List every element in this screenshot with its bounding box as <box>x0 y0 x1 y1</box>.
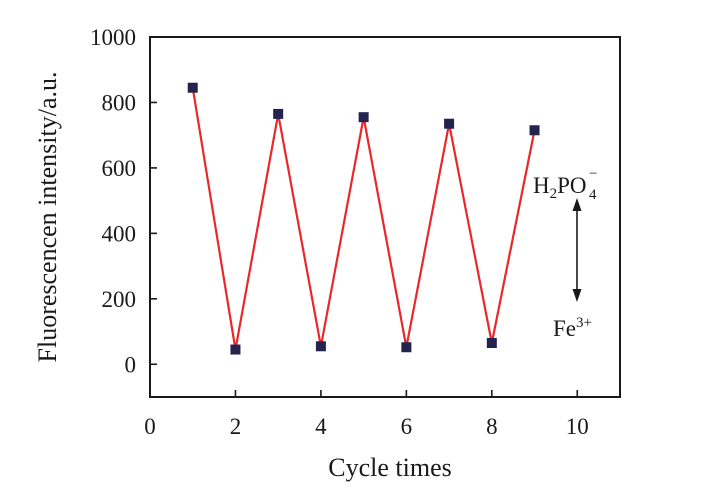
data-point <box>187 82 198 93</box>
y-axis-title: Fluorescencen intensity/a.u. <box>33 72 62 363</box>
data-point <box>230 344 241 355</box>
data-point <box>315 341 326 352</box>
double-arrow <box>572 198 582 302</box>
x-axis-title: Cycle times <box>328 453 451 482</box>
data-point <box>444 118 455 129</box>
x-tick-label: 4 <box>315 414 327 439</box>
annotation-fe-text: Fe3+ <box>553 315 592 341</box>
annotation-fe-base: Fe <box>553 316 576 341</box>
annotation-po-base: PO <box>557 173 586 198</box>
x-tick-label: 2 <box>230 414 242 439</box>
x-tick-label: 0 <box>144 414 156 439</box>
y-axis: 0 200 400 600 800 1000 <box>90 25 157 377</box>
x-axis: 0 2 4 6 8 10 <box>144 390 589 439</box>
double-arrow-head-down <box>572 289 582 302</box>
annotation-fe3: Fe3+ <box>553 315 592 341</box>
y-tick-label: 200 <box>102 287 137 312</box>
data-point <box>358 112 369 123</box>
series-points-group <box>187 82 540 355</box>
y-tick-label: 1000 <box>90 25 136 50</box>
annotation-fe-sup: 3+ <box>576 315 592 331</box>
plot-area-border <box>149 36 621 398</box>
annotation-po4-sup: − <box>589 166 597 182</box>
series-line-group <box>191 87 536 350</box>
series-line <box>191 87 536 350</box>
annotation-h2po4: H2PO 4 − <box>533 166 597 203</box>
data-point <box>401 342 412 353</box>
annotation-h-sub: 2 <box>550 186 558 202</box>
y-tick-label: 800 <box>102 90 137 115</box>
data-point <box>273 108 284 119</box>
annotation-po4-sub: 4 <box>589 187 597 203</box>
data-point <box>486 338 497 348</box>
plot-frame <box>149 36 621 398</box>
x-tick-label: 6 <box>401 414 413 439</box>
y-tick-label: 0 <box>125 352 137 377</box>
x-tick-label: 8 <box>486 414 498 439</box>
data-point <box>529 125 540 136</box>
annotation-h2po4-text: H2PO <box>533 173 587 202</box>
y-tick-label: 400 <box>102 221 137 246</box>
x-tick-label: 10 <box>566 414 589 439</box>
double-arrow-head-up <box>572 198 582 211</box>
y-tick-label: 600 <box>102 156 137 181</box>
annotation-h-base: H <box>533 173 550 198</box>
